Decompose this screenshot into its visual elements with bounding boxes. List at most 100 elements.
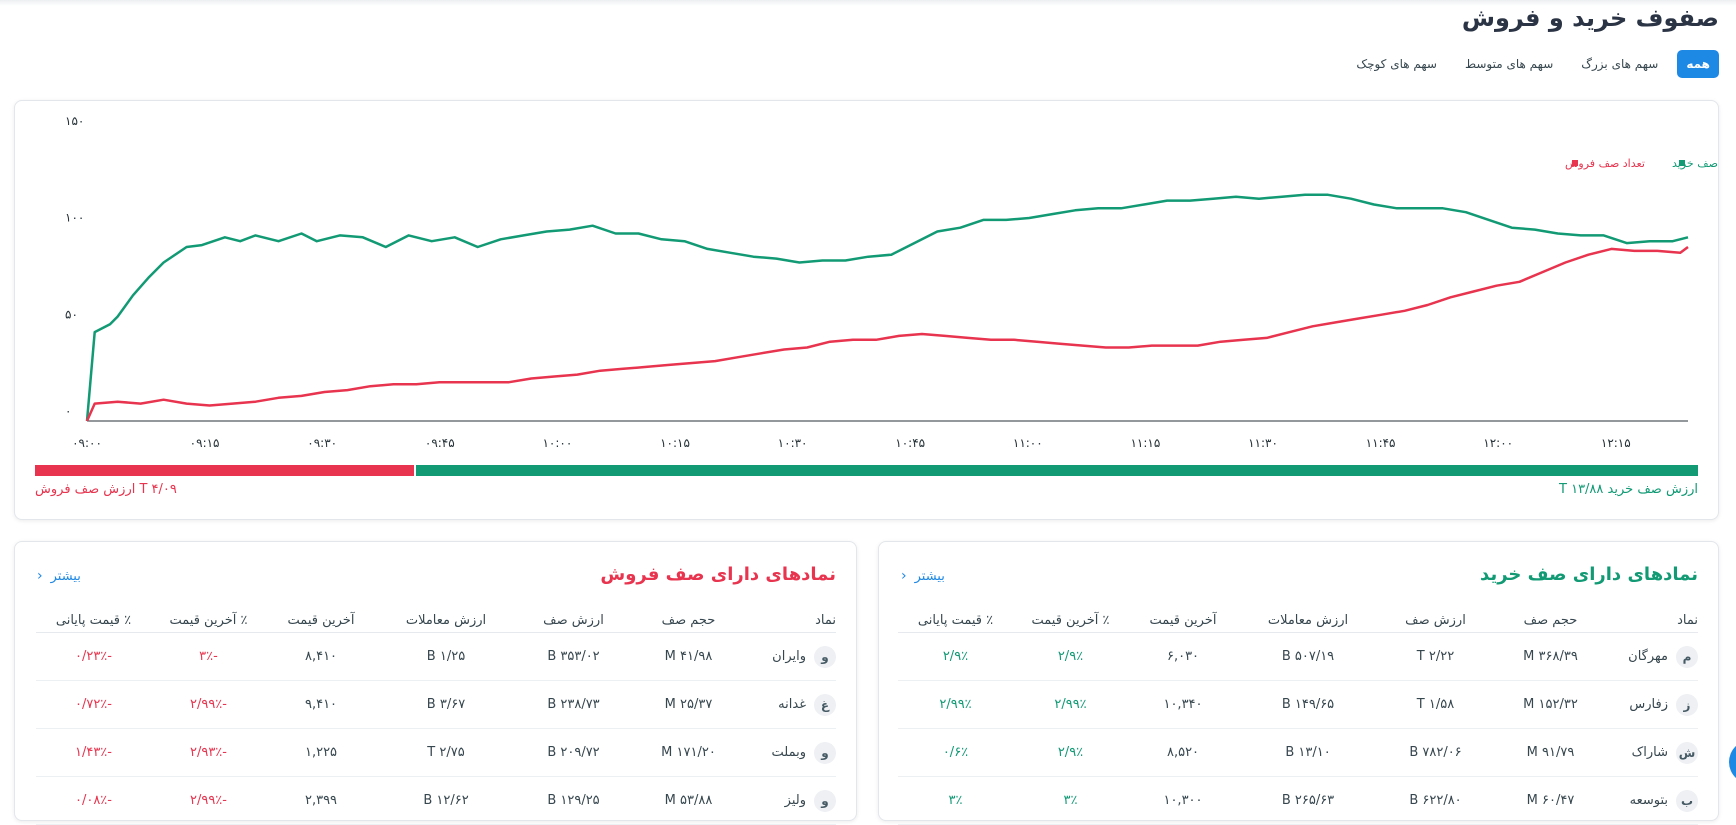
last-price-cell: ۲,۳۹۹ <box>266 776 376 825</box>
y-axis: ۰ ۵۰ ۱۰۰ ۱۵۰ <box>65 114 84 418</box>
y-tick-label: ۱۵۰ <box>65 114 84 128</box>
symbol-cell: م مهرگان <box>1608 632 1698 681</box>
chevron-left-icon: ‹ <box>37 568 43 584</box>
tab-small-caps[interactable]: سهم های کوچک <box>1356 57 1437 71</box>
table-row[interactable]: غ غدانه ۲۵/۳۷ M ۲۳۸/۷۳ B ۳/۶۷ B ۹,۴۱۰ -۲/۹۹٪ -۰… <box>36 680 836 729</box>
symbol-name-group: ش شاراک <box>1631 741 1698 764</box>
buy-queue-table: نماد حجم صف ارزش صف ارزش معاملات آخرین قیمت ٪… <box>898 608 1698 825</box>
trade-value-cell: ۱۳/۱۰ B <box>1238 728 1378 777</box>
queue-value-cell: ۱۲۹/۲۵ B <box>516 776 631 825</box>
symbol-logo-icon: ش <box>1676 741 1698 764</box>
queue-volume-cell: ۱۷۱/۲۰ M <box>631 728 746 777</box>
symbol-name[interactable]: وبملت <box>771 745 806 760</box>
trade-value-cell: ۲۶۵/۶۳ B <box>1238 776 1378 825</box>
x-tick-label: ۰۹:۳۰ <box>307 436 337 450</box>
sell-more-link[interactable]: بیشتر ‹ <box>37 568 81 584</box>
table-row[interactable]: ز زفارس ۱۵۲/۳۲ M ۱/۵۸ T ۱۴۹/۶۵ B ۱۰,۳۴۰ ۲/۹۹٪ ۲… <box>898 680 1698 729</box>
last-price-percent-cell: ۳٪ <box>1013 776 1128 825</box>
last-price-percent-cell: -۲/۹۳٪ <box>151 728 266 777</box>
symbol-logo-icon: غ <box>814 693 836 716</box>
trade-value-cell: ۳/۶۷ B <box>376 680 516 729</box>
tab-mid-caps[interactable]: سهم های متوسط <box>1464 57 1554 71</box>
last-price-cell: ۸,۴۱۰ <box>266 632 376 681</box>
symbol-logo-icon: و <box>814 789 836 812</box>
table-row[interactable]: و وبملت ۱۷۱/۲۰ M ۲۰۹/۷۲ B ۲/۷۵ T ۱,۲۲۵ -۲/۹۳٪ -… <box>36 728 836 777</box>
queue-value-cell: ۳۵۳/۰۲ B <box>516 632 631 681</box>
floating-action-button[interactable] <box>1729 740 1736 784</box>
column-header-symbol: نماد <box>1608 608 1698 633</box>
symbol-cell: ش شاراک <box>1608 728 1698 777</box>
queue-value-cell: ۷۸۲/۰۶ B <box>1378 728 1493 777</box>
last-price-percent-cell: ۲/۹۹٪ <box>1013 680 1128 729</box>
x-tick-label: ۱۱:۱۵ <box>1130 436 1160 450</box>
queue-volume-cell: ۲۵/۳۷ M <box>631 680 746 729</box>
column-header-trade-value: ارزش معاملات <box>376 608 516 633</box>
symbol-name-group: م مهرگان <box>1628 645 1698 668</box>
symbol-logo-icon: م <box>1676 645 1698 668</box>
page-title: صفوف خرید و فروش <box>1461 4 1719 32</box>
buy-queue-count-line <box>85 193 1689 422</box>
x-axis: ۰۹:۰۰ ۰۹:۱۵ ۰۹:۳۰ ۰۹:۴۵ ۱۰:۰۰ ۱۰:۱۵ ۱۰:۳۰ ۱۰:۴۵… <box>72 436 1631 450</box>
close-price-percent-cell: -۰/۷۲٪ <box>36 680 151 729</box>
table-row[interactable]: و وایران ۴۱/۹۸ M ۳۵۳/۰۲ B ۱/۲۵ B ۸,۴۱۰ -۳٪ -۰/۲… <box>36 632 836 681</box>
symbol-cell: غ غدانه <box>746 680 836 729</box>
close-price-percent-cell: -۱/۴۳٪ <box>36 728 151 777</box>
table-row[interactable]: ش شاراک ۹۱/۷۹ M ۷۸۲/۰۶ B ۱۳/۱۰ B ۸,۵۲۰ ۲/۹٪ ۰/۶… <box>898 728 1698 777</box>
symbol-name[interactable]: مهرگان <box>1628 649 1668 664</box>
x-tick-label: ۰۹:۴۵ <box>425 436 455 450</box>
last-price-cell: ۱,۲۲۵ <box>266 728 376 777</box>
table-row[interactable]: م مهرگان ۳۶۸/۳۹ M ۲/۲۲ T ۵۰۷/۱۹ B ۶,۰۳۰ ۲/۹٪ ۲/… <box>898 632 1698 681</box>
table-row[interactable]: ب بتوسعه ۶۰/۴۷ M ۶۲۲/۸۰ B ۲۶۵/۶۳ B ۱۰,۳۰۰ ۳٪ ۳٪ <box>898 776 1698 825</box>
tab-large-caps[interactable]: سهم های بزرگ <box>1581 57 1659 71</box>
chevron-left-icon: ‹ <box>901 568 907 584</box>
buy-queue-value-label: ارزش صف خرید T ۱۳/۸۸ <box>1559 482 1698 497</box>
close-price-percent-cell: ۲/۹۹٪ <box>898 680 1013 729</box>
table-row[interactable]: و ولیز ۵۳/۸۸ M ۱۲۹/۲۵ B ۱۲/۶۲ B ۲,۳۹۹ -۲/۹۹٪ -۰… <box>36 776 836 825</box>
x-tick-label: ۰۹:۰۰ <box>72 436 102 450</box>
tab-all[interactable]: همه <box>1677 50 1719 78</box>
symbol-name-group: و وبملت <box>771 741 836 764</box>
column-header-queue-volume: حجم صف <box>1493 608 1608 633</box>
symbol-name[interactable]: بتوسعه <box>1629 793 1668 808</box>
last-price-cell: ۹,۴۱۰ <box>266 680 376 729</box>
close-price-percent-cell: ۳٪ <box>898 776 1013 825</box>
x-tick-label: ۱۱:۳۰ <box>1248 436 1278 450</box>
symbol-cell: ب بتوسعه <box>1608 776 1698 825</box>
last-price-percent-cell: ۲/۹٪ <box>1013 632 1128 681</box>
column-header-last-price-percent: ٪ آخرین قیمت <box>1013 608 1128 633</box>
x-tick-label: ۱۰:۰۰ <box>542 436 572 450</box>
symbol-cell: ز زفارس <box>1608 680 1698 729</box>
queue-value-cell: ۲/۲۲ T <box>1378 632 1493 681</box>
buy-panel-title: نمادهای دارای صف خرید <box>1480 564 1698 585</box>
x-tick-label: ۱۰:۱۵ <box>660 436 690 450</box>
column-header-close-price-percent: ٪ قیمت پایانی <box>898 608 1013 633</box>
x-tick-label: ۱۱:۰۰ <box>1013 436 1043 450</box>
column-header-symbol: نماد <box>746 608 836 633</box>
queue-volume-cell: ۵۳/۸۸ M <box>631 776 746 825</box>
symbol-name[interactable]: وایران <box>772 649 806 664</box>
last-price-percent-cell: -۳٪ <box>151 632 266 681</box>
column-header-last-price-percent: ٪ آخرین قیمت <box>151 608 266 633</box>
x-tick-label: ۱۲:۱۵ <box>1601 436 1631 450</box>
symbol-name-group: ز زفارس <box>1629 693 1698 716</box>
column-header-queue-value: ارزش صف <box>1378 608 1493 633</box>
queue-value-cell: ۶۲۲/۸۰ B <box>1378 776 1493 825</box>
last-price-cell: ۱۰,۳۰۰ <box>1128 776 1238 825</box>
x-tick-label: ۱۰:۳۰ <box>778 436 808 450</box>
column-header-queue-value: ارزش صف <box>516 608 631 633</box>
y-tick-label: ۱۰۰ <box>65 211 84 225</box>
symbol-name[interactable]: غدانه <box>778 697 806 712</box>
close-price-percent-cell: -۰/۲۳٪ <box>36 632 151 681</box>
buy-more-link[interactable]: بیشتر ‹ <box>901 568 945 584</box>
queue-value-cell: ۲۳۸/۷۳ B <box>516 680 631 729</box>
y-tick-label: ۰ <box>65 404 71 418</box>
symbol-name[interactable]: شاراک <box>1631 745 1668 760</box>
chart-legend: تعداد صف خرید تعداد صف فروش <box>1565 157 1718 170</box>
buy-queue-value-bar <box>416 465 1698 476</box>
symbol-name[interactable]: زفارس <box>1629 697 1668 712</box>
queue-volume-cell: ۴۱/۹۸ M <box>631 632 746 681</box>
symbol-name[interactable]: ولیز <box>784 793 806 808</box>
top-shadow <box>0 0 1736 6</box>
close-price-percent-cell: ۰/۶٪ <box>898 728 1013 777</box>
symbol-name-group: و وایران <box>772 645 836 668</box>
